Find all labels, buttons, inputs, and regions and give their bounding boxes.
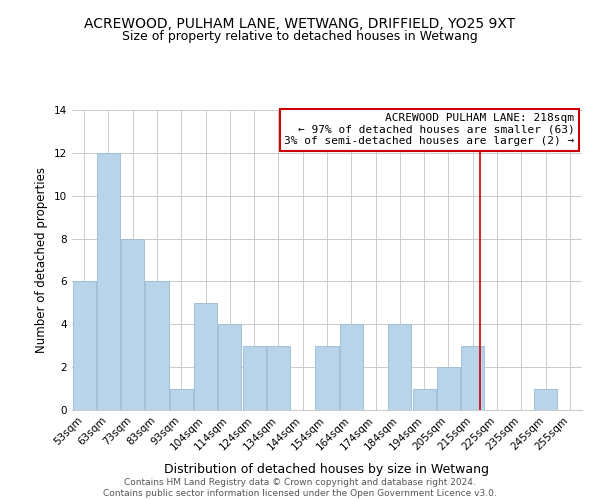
Bar — [121, 238, 144, 410]
Text: Contains HM Land Registry data © Crown copyright and database right 2024.
Contai: Contains HM Land Registry data © Crown c… — [103, 478, 497, 498]
Bar — [316, 346, 338, 410]
Bar — [170, 388, 193, 410]
Bar — [461, 346, 484, 410]
Bar — [218, 324, 241, 410]
Text: ACREWOOD, PULHAM LANE, WETWANG, DRIFFIELD, YO25 9XT: ACREWOOD, PULHAM LANE, WETWANG, DRIFFIEL… — [85, 18, 515, 32]
X-axis label: Distribution of detached houses by size in Wetwang: Distribution of detached houses by size … — [164, 463, 490, 476]
Bar — [388, 324, 412, 410]
Text: ACREWOOD PULHAM LANE: 218sqm
← 97% of detached houses are smaller (63)
3% of sem: ACREWOOD PULHAM LANE: 218sqm ← 97% of de… — [284, 113, 574, 146]
Bar — [145, 282, 169, 410]
Text: Size of property relative to detached houses in Wetwang: Size of property relative to detached ho… — [122, 30, 478, 43]
Bar — [413, 388, 436, 410]
Bar — [73, 282, 95, 410]
Bar — [242, 346, 266, 410]
Y-axis label: Number of detached properties: Number of detached properties — [35, 167, 49, 353]
Bar — [534, 388, 557, 410]
Bar — [267, 346, 290, 410]
Bar — [97, 153, 120, 410]
Bar — [340, 324, 363, 410]
Bar — [194, 303, 217, 410]
Bar — [437, 367, 460, 410]
